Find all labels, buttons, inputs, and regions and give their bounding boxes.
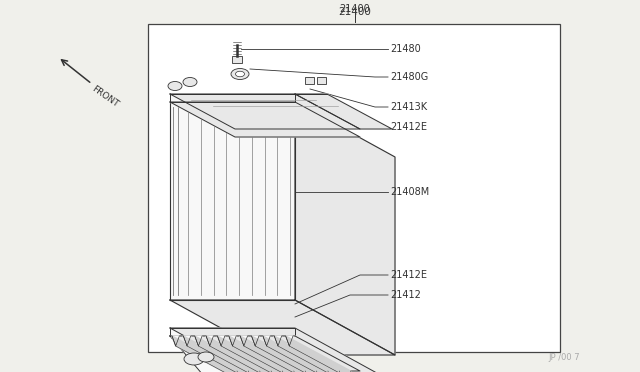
Text: 21412E: 21412E [390,270,427,280]
Text: 21412: 21412 [390,290,421,300]
Polygon shape [195,336,264,372]
Polygon shape [263,336,270,346]
Polygon shape [218,336,225,346]
Polygon shape [240,336,248,346]
Text: JP /00 7: JP /00 7 [548,353,580,362]
Polygon shape [285,336,355,372]
Polygon shape [170,328,295,336]
Text: 21480: 21480 [390,44,420,54]
Polygon shape [195,336,202,346]
Polygon shape [263,336,332,372]
Polygon shape [170,336,328,372]
Polygon shape [275,336,282,346]
Polygon shape [184,336,191,346]
Polygon shape [172,336,179,346]
Bar [305,77,314,84]
Text: 21412E: 21412E [390,122,427,132]
Ellipse shape [236,71,244,77]
Polygon shape [170,102,295,300]
Ellipse shape [231,68,249,80]
Polygon shape [295,102,395,355]
Polygon shape [170,336,360,371]
Polygon shape [184,336,252,372]
Polygon shape [295,94,392,129]
Text: 21480G: 21480G [390,72,428,82]
Text: 21413K: 21413K [390,102,427,112]
Polygon shape [170,102,360,137]
Polygon shape [206,336,275,372]
Text: 21400: 21400 [340,4,371,14]
Polygon shape [170,94,295,102]
Polygon shape [170,300,395,355]
Bar [232,56,242,63]
Polygon shape [252,336,259,346]
Bar [148,24,560,352]
Text: FRONT: FRONT [90,84,120,109]
Ellipse shape [198,352,214,362]
Text: 21400: 21400 [339,7,371,17]
Ellipse shape [184,353,204,365]
Polygon shape [172,336,241,372]
Polygon shape [206,336,214,346]
Polygon shape [275,336,343,372]
Polygon shape [285,336,293,346]
Bar [317,77,326,84]
Polygon shape [229,336,298,372]
Polygon shape [240,336,309,372]
Polygon shape [170,94,360,129]
Polygon shape [170,328,395,372]
Text: 21408M: 21408M [390,187,429,197]
Polygon shape [218,336,286,372]
Ellipse shape [168,81,182,90]
Polygon shape [252,336,320,372]
Ellipse shape [183,77,197,87]
Polygon shape [229,336,236,346]
